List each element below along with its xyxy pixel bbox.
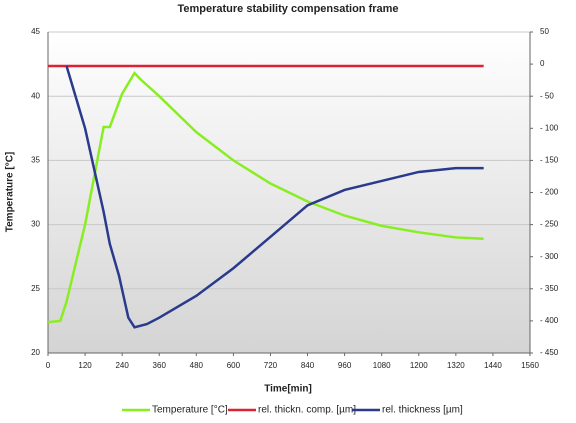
y2-tick-label: - 300 bbox=[540, 252, 559, 261]
y-tick-label: 25 bbox=[31, 284, 40, 293]
y-axis-label: Temperature [°C] bbox=[5, 152, 16, 233]
x-tick-label: 360 bbox=[153, 361, 167, 370]
x-tick-label: 1320 bbox=[447, 361, 465, 370]
x-tick-label: 1080 bbox=[373, 361, 391, 370]
y2-tick-label: 0 bbox=[540, 59, 545, 68]
x-axis-label: Time[min] bbox=[264, 384, 312, 395]
y2-tick-label: - 400 bbox=[540, 316, 559, 325]
legend-label: Temperature [°C] bbox=[152, 405, 228, 416]
x-tick-label: 480 bbox=[190, 361, 204, 370]
x-tick-label: 840 bbox=[301, 361, 315, 370]
y-tick-label: 35 bbox=[31, 156, 40, 165]
chart-title: Temperature stability compensation frame bbox=[177, 3, 398, 15]
y-tick-label: 20 bbox=[31, 348, 40, 357]
x-tick-label: 0 bbox=[46, 361, 51, 370]
x-tick-label: 960 bbox=[338, 361, 352, 370]
y2-tick-label: 50 bbox=[540, 27, 549, 36]
series-line bbox=[47, 71, 484, 324]
y2-tick-label: - 150 bbox=[540, 156, 559, 165]
x-tick-label: 240 bbox=[115, 361, 129, 370]
y2-tick-label: - 450 bbox=[540, 348, 559, 357]
y-tick-label: 30 bbox=[31, 220, 40, 229]
legend-label: rel. thickness [µm] bbox=[382, 405, 463, 416]
x-tick-label: 720 bbox=[264, 361, 278, 370]
y2-tick-label: - 250 bbox=[540, 220, 559, 229]
y2-tick-label: - 200 bbox=[540, 188, 559, 197]
x-tick-label: 600 bbox=[227, 361, 241, 370]
y2-tick-label: - 350 bbox=[540, 284, 559, 293]
legend-label: rel. thickn. comp. [µm] bbox=[258, 405, 356, 416]
y-tick-label: 45 bbox=[31, 27, 40, 36]
x-tick-label: 1200 bbox=[410, 361, 428, 370]
y-tick-label: 40 bbox=[31, 91, 40, 100]
y2-tick-label: - 50 bbox=[540, 91, 554, 100]
series-line bbox=[65, 65, 484, 329]
x-tick-label: 1440 bbox=[484, 361, 502, 370]
x-tick-label: 120 bbox=[78, 361, 92, 370]
y2-tick-label: - 100 bbox=[540, 123, 559, 132]
x-tick-label: 1560 bbox=[521, 361, 539, 370]
